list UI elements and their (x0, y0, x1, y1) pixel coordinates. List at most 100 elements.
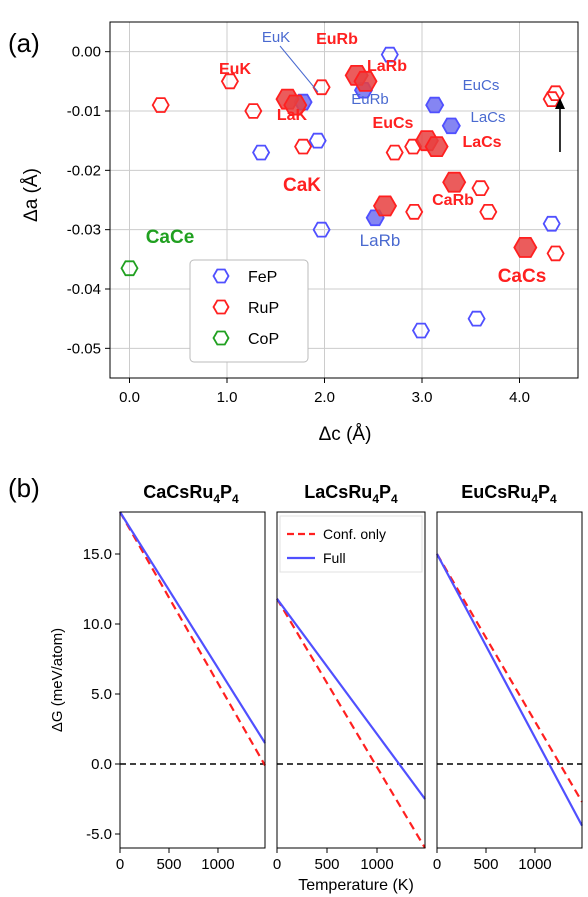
panel-a-xtick-label: 4.0 (509, 389, 530, 406)
panel-b-legend: Conf. only Full (279, 515, 423, 573)
legend-entry: CoP (248, 331, 279, 348)
panel-a-ytick-label: -0.01 (67, 103, 101, 120)
highlight-point-rup (442, 171, 467, 193)
point-fep (380, 46, 399, 63)
panel-a-grid (110, 22, 578, 378)
panel-a-xtick-label: 3.0 (412, 389, 433, 406)
annotation-label: CaCs (498, 266, 547, 287)
annotation-label: LaK (277, 107, 308, 124)
panel-b-xtick-label: 1000 (518, 856, 551, 873)
highlight-point-rup (372, 195, 398, 217)
legend-box (189, 259, 309, 363)
subplot-title-part: 4 (232, 492, 239, 506)
subplot-title-part: P (379, 482, 391, 502)
subplot-title-part: CaCsRu (143, 482, 213, 502)
panel-b-xtick-label: 0 (116, 856, 124, 873)
panel-b-xtick-label: 1000 (360, 856, 393, 873)
panel-b-xtick-label: 1000 (201, 856, 234, 873)
panel-b-ytick-label: 0.0 (91, 756, 112, 773)
line-full (119, 511, 266, 744)
subplot-title-part: 4 (213, 492, 220, 506)
panel-a-ylabel: Δa (Å) (21, 168, 42, 222)
subplot-frame (276, 511, 426, 849)
panel-a: (a) 0.0 1.0 2.0 3.0 4.0 0.00 -0.01 -0.02 -0.03 -0… (8, 21, 579, 445)
panel-a-ticks: 0.0 1.0 2.0 3.0 4.0 0.00 -0.01 -0.02 -0.03 -0.04 -… (67, 44, 530, 406)
panel-b-label: (b) (8, 473, 40, 503)
panel-a-xtick-label: 2.0 (314, 389, 335, 406)
panel-b-legend-box (279, 515, 423, 573)
line-full (436, 553, 583, 827)
legend-marker (212, 299, 230, 315)
subplot-title-part: 4 (372, 492, 379, 506)
legend-marker (212, 330, 230, 346)
subplot-title-part: P (220, 482, 232, 502)
panel-a-label: (a) (8, 28, 40, 58)
annotation-label: LaCs (470, 109, 505, 126)
annotation-label: CaCe (146, 227, 195, 248)
annotation-label: EuK (219, 61, 251, 78)
panel-a-legend: FeP RuP CoP (189, 259, 309, 363)
line-full (276, 598, 426, 800)
panel-b-xtick-label: 0 (433, 856, 441, 873)
point-rup (385, 144, 404, 161)
panel-b-ytick-label: 5.0 (91, 686, 112, 703)
highlight-point-rup (424, 136, 449, 158)
annotation-label: EuCs (463, 77, 500, 94)
panel-b-xtick-label: 500 (473, 856, 498, 873)
line-conf-only (276, 598, 426, 849)
subplot-title: LaCsRu4P4 (304, 482, 398, 506)
subplot-title: EuCsRu4P4 (461, 482, 557, 506)
legend-entry: RuP (248, 300, 279, 317)
point-rup (471, 180, 490, 197)
panel-a-ytick-label: -0.03 (67, 222, 101, 239)
panel-a-arrow (555, 98, 565, 152)
panel-a-ytick-label: -0.02 (67, 162, 101, 179)
line-conf-only (436, 553, 583, 803)
subplot-title-part: EuCsRu (461, 482, 531, 502)
line-conf-only (119, 511, 266, 766)
panel-b-legend-entry: Full (323, 550, 346, 566)
point-fep (252, 144, 271, 161)
point-fep (542, 215, 561, 232)
point-rup (151, 97, 170, 113)
subplot-title-part: 4 (550, 492, 557, 506)
annotation-label: LaCs (462, 134, 501, 151)
point-rup (294, 138, 313, 155)
point-rup (542, 91, 561, 107)
subplot-title-part: 4 (531, 492, 538, 506)
point-fep (312, 221, 331, 238)
panel-a-xtick-label: 0.0 (119, 389, 140, 406)
panel-a-xlabel: Δc (Å) (319, 424, 372, 445)
point-fep (467, 310, 486, 327)
subplot-title: CaCsRu4P4 (143, 482, 239, 506)
panel-b-ylabel: ΔG (meV/atom) (49, 628, 66, 732)
panel-b-ytick-label: 10.0 (83, 616, 112, 633)
panel-b-xlabel: Temperature (K) (298, 877, 414, 894)
point-rup (220, 73, 239, 90)
panel-b-ytick-label: 15.0 (83, 546, 112, 563)
panel-a-ytick-label: -0.05 (67, 340, 101, 357)
highlight-point-fep (425, 96, 445, 114)
arrow-head (555, 98, 565, 109)
annotation-label: CaRb (432, 192, 474, 209)
subplot-frame (119, 511, 266, 849)
panel-a-frame (109, 21, 579, 379)
panel-b-xtick-label: 500 (314, 856, 339, 873)
annotation-leader-line (279, 45, 319, 93)
point-rup (312, 79, 331, 96)
annotation-label: LaRb (367, 58, 407, 75)
panel-b-xtick-label: 0 (273, 856, 281, 873)
highlight-point-rup (283, 94, 308, 116)
subplot-title-part: 4 (391, 492, 398, 506)
point-cop (120, 260, 139, 277)
panel-b-ytick-label: -5.0 (86, 826, 112, 843)
annotation-label: EuCs (373, 115, 414, 132)
annotation-label: EuRb (316, 31, 358, 48)
point-rup (479, 203, 498, 220)
subplot-2: LaCsRu4P4 0 500 1000 (273, 482, 426, 873)
point-fep (411, 322, 431, 339)
panel-a-ytick-label: 0.00 (72, 44, 101, 61)
